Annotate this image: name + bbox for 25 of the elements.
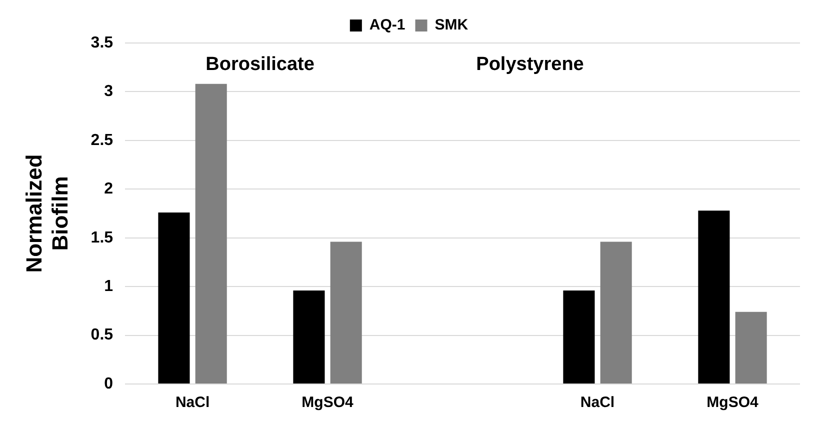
bar (735, 312, 767, 384)
bar (600, 242, 632, 384)
legend-label: AQ-1 (369, 16, 406, 34)
y-tick-label: 3.5 (90, 34, 114, 52)
y-tick-label: 2.5 (90, 132, 114, 149)
y-axis-title: Normalized Biofilm (21, 154, 73, 273)
x-tick-label: MgSO4 (302, 394, 354, 412)
x-tick-label: NaCl (175, 394, 210, 412)
legend-label: SMK (434, 16, 468, 34)
x-tick-label: MgSO4 (706, 394, 759, 412)
bar (698, 210, 730, 384)
bar (158, 212, 190, 384)
y-tick-label: 0 (104, 375, 114, 392)
annotation: Polystyrene (476, 54, 584, 76)
y-tick-label: 0.5 (90, 326, 114, 344)
bar (330, 242, 362, 384)
y-tick-label: 1.5 (90, 229, 114, 246)
y-tick-label: 3 (104, 83, 114, 100)
bar (195, 84, 227, 384)
x-tick-label: NaCl (580, 394, 615, 412)
annotation: Borosilicate (206, 54, 314, 76)
bar (563, 290, 595, 384)
y-tick-label: 2 (104, 180, 114, 198)
bar (293, 290, 325, 384)
y-tick-label: 1 (104, 278, 114, 295)
